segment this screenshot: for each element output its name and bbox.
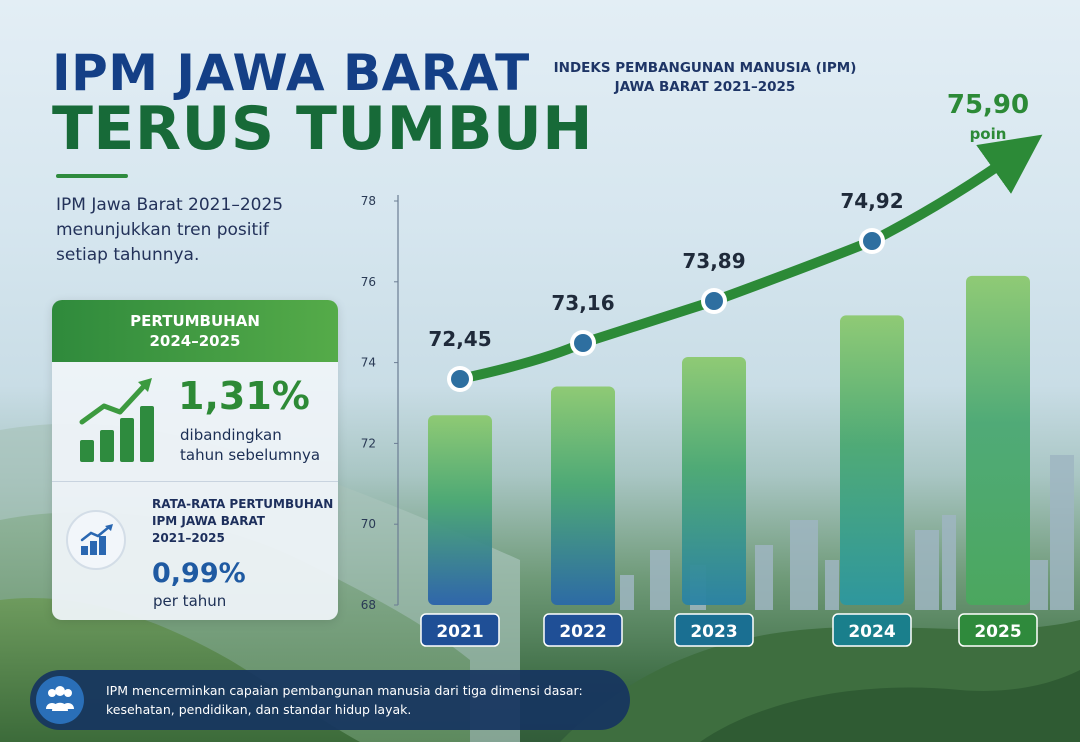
chart-title: INDEKS PEMBANGUNAN MANUSIA (IPM) JAWA BA…: [535, 59, 875, 97]
growth-value: 1,31%: [178, 374, 310, 418]
y-tick-label: 70: [361, 517, 376, 531]
trend-marker: [451, 370, 469, 388]
bar-chart-icon: [80, 524, 113, 555]
trend-arrow: [455, 134, 1043, 384]
value-label: 74,92: [840, 189, 903, 213]
year-badge: [543, 613, 623, 647]
avg-title-line: RATA-RATA PERTUMBUHAN: [152, 497, 334, 511]
intro-line: menunjukkan tren positif: [56, 220, 269, 240]
bar-2023: [682, 357, 746, 605]
avg-growth-value: 0,99%: [152, 558, 246, 589]
y-tick-label: 74: [361, 356, 376, 370]
avg-growth-title: RATA-RATA PERTUMBUHAN IPM JAWA BARAT 202…: [152, 496, 338, 547]
value-label: 72,45: [428, 327, 491, 351]
growth-card-header-line: PERTUMBUHAN: [130, 312, 260, 330]
bar-2024: [840, 315, 904, 605]
chart-title-line: JAWA BARAT 2021–2025: [614, 79, 796, 95]
avg-title-line: IPM JAWA BARAT: [152, 514, 265, 528]
year-label: 2023: [690, 622, 737, 642]
growth-card-header: PERTUMBUHAN 2024–2025: [52, 300, 338, 362]
growth-card: PERTUMBUHAN 2024–2025 1,31% dibandingkan…: [52, 300, 338, 620]
chart-title-line: INDEKS PEMBANGUNAN MANUSIA (IPM): [553, 60, 857, 76]
growth-section: 1,31% dibandingkan tahun sebelumnya: [52, 362, 338, 482]
y-tick-label: 78: [361, 194, 376, 208]
final-value-unit: poin: [970, 125, 1007, 143]
footer-icon-circle: [36, 676, 84, 724]
year-badge: [832, 613, 912, 647]
footer-line: kesehatan, pendidikan, dan standar hidup…: [106, 702, 412, 717]
card-divider: [52, 481, 338, 482]
year-label: 2024: [848, 622, 895, 642]
growth-sub-text: dibandingkan: [180, 426, 282, 444]
year-label: 2022: [559, 622, 606, 642]
intro-text: IPM Jawa Barat 2021–2025 menunjukkan tre…: [56, 193, 306, 268]
growth-card-header-line: 2024–2025: [149, 332, 241, 350]
intro-line: IPM Jawa Barat 2021–2025: [56, 195, 284, 215]
avg-growth-unit: per tahun: [153, 592, 227, 610]
growth-chart-icon: [79, 378, 154, 462]
y-tick-label: 68: [361, 598, 376, 612]
value-label: 73,16: [551, 291, 614, 315]
people-icon: [46, 686, 74, 711]
footer-text: IPM mencerminkan capaian pembangunan man…: [106, 681, 622, 719]
title-divider: [56, 174, 128, 178]
year-badge: [420, 613, 500, 647]
y-tick-label: 76: [361, 275, 376, 289]
intro-line: setiap tahunnya.: [56, 245, 200, 265]
footer-line: IPM mencerminkan capaian pembangunan man…: [106, 683, 583, 698]
trend-marker: [705, 292, 723, 310]
page-title-line1: IPM JAWA BARAT: [52, 44, 530, 102]
y-tick-label: 72: [361, 436, 376, 450]
bar-2025: [966, 275, 1030, 605]
avg-title-line: 2021–2025: [152, 531, 225, 545]
year-label: 2021: [436, 622, 483, 642]
avg-icon-circle: [66, 510, 126, 570]
ipm-bar-chart: 68 70 72 74 76 78 2021 2022 2023 2024 2025 72,45 73…: [361, 90, 1043, 647]
bar-2022: [551, 386, 615, 605]
trend-marker: [574, 334, 592, 352]
trend-marker: [863, 232, 881, 250]
value-label: 73,89: [682, 249, 745, 273]
growth-sub-text: tahun sebelumnya: [180, 446, 321, 464]
page-title-line2: TERUS TUMBUH: [52, 94, 593, 164]
bar-2021: [428, 415, 492, 605]
footer-note: IPM mencerminkan capaian pembangunan man…: [30, 670, 630, 730]
year-badge: [958, 613, 1038, 647]
year-label: 2025: [974, 622, 1021, 642]
final-value-label: 75,90: [947, 90, 1029, 120]
year-badge: [674, 613, 754, 647]
